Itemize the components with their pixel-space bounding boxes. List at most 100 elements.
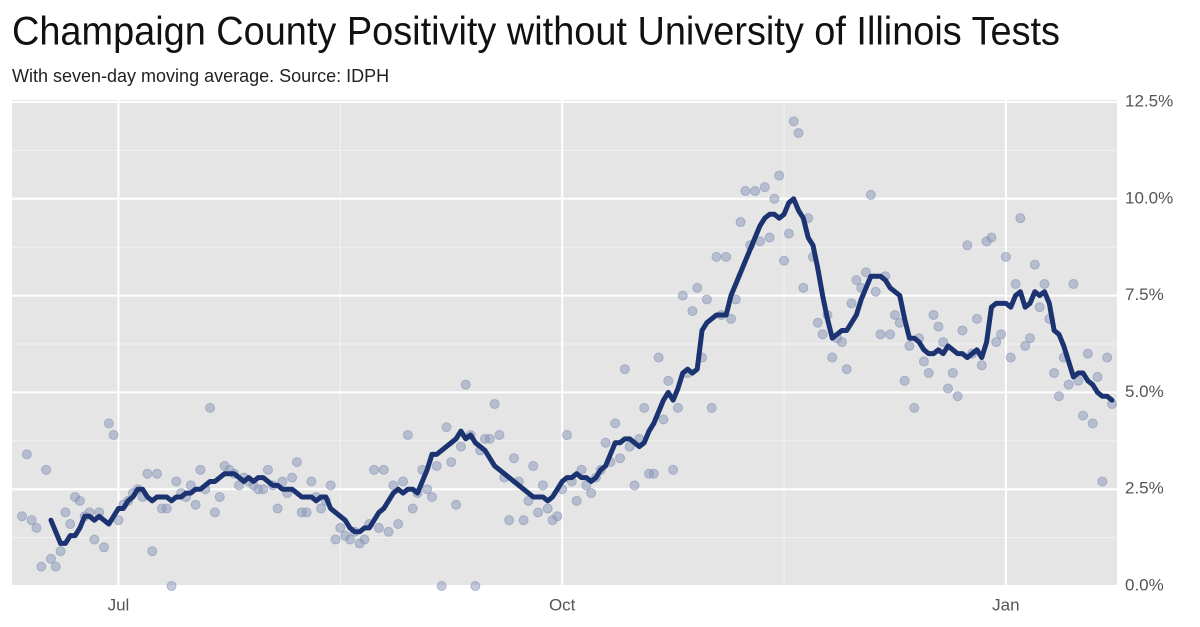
data-point xyxy=(26,515,37,526)
y-tick-label: 12.5% xyxy=(1125,91,1173,110)
data-point xyxy=(147,546,158,557)
data-point xyxy=(938,337,949,348)
data-point xyxy=(764,232,775,243)
data-point xyxy=(740,186,751,197)
data-point xyxy=(344,534,355,545)
data-point xyxy=(885,329,896,340)
data-point xyxy=(431,460,442,471)
data-point xyxy=(1049,368,1060,379)
data-point xyxy=(692,282,703,293)
data-point xyxy=(306,476,317,487)
data-point xyxy=(103,418,114,429)
data-point xyxy=(1005,352,1016,363)
y-tick-label: 10.0% xyxy=(1125,188,1173,207)
data-point xyxy=(991,337,1002,348)
data-point xyxy=(571,495,582,506)
data-point xyxy=(504,515,515,526)
data-point xyxy=(706,402,717,413)
data-point xyxy=(89,534,100,545)
data-point xyxy=(369,464,380,475)
data-point xyxy=(615,453,626,464)
data-point xyxy=(947,368,958,379)
data-point xyxy=(648,468,659,479)
data-point xyxy=(31,522,42,533)
data-point xyxy=(629,480,640,491)
chart-title: Champaign County Positivity without Univ… xyxy=(12,10,1060,54)
data-point xyxy=(846,298,857,309)
data-point xyxy=(793,127,804,138)
data-point xyxy=(441,422,452,433)
data-point xyxy=(865,189,876,200)
data-point xyxy=(639,402,650,413)
data-point xyxy=(1078,410,1089,421)
plot-background xyxy=(12,100,1117,586)
data-point xyxy=(98,542,109,553)
data-point xyxy=(402,429,413,440)
data-point xyxy=(658,414,669,425)
data-point xyxy=(653,352,664,363)
data-point xyxy=(918,356,929,367)
data-point xyxy=(325,480,336,491)
data-point xyxy=(774,170,785,181)
data-point xyxy=(166,581,177,591)
data-point xyxy=(952,391,963,402)
y-tick-label: 0.0% xyxy=(1125,575,1164,594)
data-point xyxy=(214,491,225,502)
data-point xyxy=(195,464,206,475)
data-point xyxy=(41,464,52,475)
data-point xyxy=(870,286,881,297)
data-point xyxy=(161,503,172,514)
data-point xyxy=(677,290,688,301)
x-tick-label: Jul xyxy=(108,595,130,614)
data-point xyxy=(600,437,611,448)
data-point xyxy=(788,116,799,127)
data-point xyxy=(1053,391,1064,402)
data-point xyxy=(1102,352,1113,363)
data-point xyxy=(383,526,394,537)
data-point xyxy=(287,472,298,483)
data-point xyxy=(1020,340,1031,351)
data-point xyxy=(60,507,71,518)
data-point xyxy=(1034,302,1045,313)
data-point xyxy=(470,581,481,591)
data-point xyxy=(783,228,794,239)
data-point xyxy=(36,561,47,572)
y-tick-label: 2.5% xyxy=(1125,479,1164,498)
data-point xyxy=(687,306,698,317)
data-point xyxy=(537,480,548,491)
data-point xyxy=(581,480,592,491)
data-point xyxy=(330,534,341,545)
data-point xyxy=(1029,259,1040,270)
data-point xyxy=(962,240,973,251)
data-point xyxy=(301,507,312,518)
data-point xyxy=(359,534,370,545)
data-point xyxy=(21,449,32,460)
data-point xyxy=(672,402,683,413)
data-point xyxy=(205,402,216,413)
data-point xyxy=(928,309,939,320)
data-point xyxy=(277,476,288,487)
data-point xyxy=(373,522,384,533)
data-point xyxy=(185,480,196,491)
data-point xyxy=(446,457,457,468)
data-point xyxy=(335,522,346,533)
data-point xyxy=(484,433,495,444)
data-point xyxy=(1087,418,1098,429)
data-point xyxy=(533,507,544,518)
data-point xyxy=(542,503,553,514)
data-point xyxy=(923,368,934,379)
data-point xyxy=(711,251,722,262)
chart-subtitle: With seven-day moving average. Source: I… xyxy=(12,66,389,86)
data-point xyxy=(108,429,119,440)
data-point xyxy=(971,313,982,324)
data-point xyxy=(725,313,736,324)
data-point xyxy=(152,468,163,479)
data-point xyxy=(827,352,838,363)
data-point xyxy=(190,499,201,510)
data-point xyxy=(701,294,712,305)
data-point xyxy=(798,282,809,293)
data-point xyxy=(17,511,27,522)
data-point xyxy=(407,503,418,514)
data-point xyxy=(55,546,66,557)
